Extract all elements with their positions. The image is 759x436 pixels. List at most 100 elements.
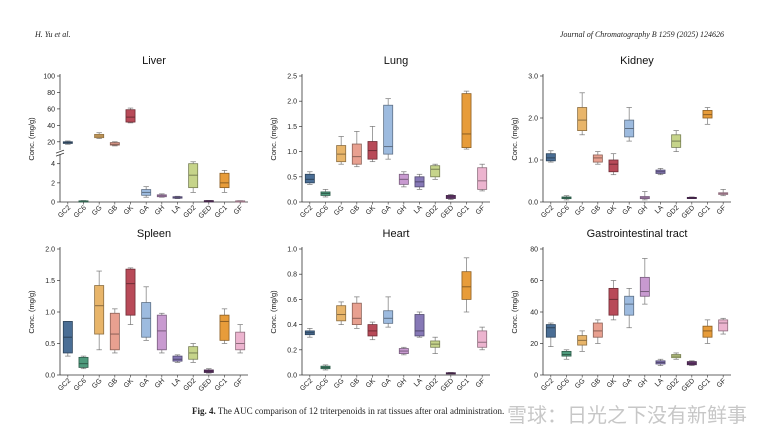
box-la bbox=[655, 358, 666, 366]
box-gh bbox=[398, 171, 409, 188]
x-tick-label: GC1 bbox=[214, 377, 229, 392]
chart-gi-tract: Gastrointestinal tract 0 20 40 60 80 Conc. (mg… bbox=[510, 228, 731, 393]
chart-title: Gastrointestinal tract bbox=[587, 228, 688, 240]
box-body bbox=[461, 93, 472, 148]
box-gg bbox=[577, 92, 588, 136]
box-gc6 bbox=[78, 355, 89, 370]
x-tick-label: GC6 bbox=[556, 377, 571, 392]
x-tick-label: LA bbox=[654, 204, 665, 215]
x-tick-label: GC1 bbox=[697, 204, 712, 219]
box-body bbox=[78, 356, 89, 368]
box-gh bbox=[639, 191, 650, 201]
y-tick-label: 1.5 bbox=[287, 124, 297, 131]
box-gc2 bbox=[304, 171, 315, 185]
axis-break-mark bbox=[55, 149, 65, 154]
y-tick-label: 0.4 bbox=[287, 322, 297, 329]
box-gh bbox=[639, 258, 650, 305]
x-tick-label: GED bbox=[681, 377, 697, 393]
box-body bbox=[141, 302, 152, 338]
box-body bbox=[109, 312, 120, 351]
axis-break-gap bbox=[57, 150, 63, 155]
x-tick-label: GK bbox=[123, 377, 135, 389]
box-ged bbox=[445, 372, 456, 375]
y-axis-label: Conc. (mg/g) bbox=[269, 290, 278, 334]
y-axis-label: Conc. (mg/g) bbox=[510, 117, 519, 161]
box-gc2 bbox=[62, 140, 73, 145]
box-gf bbox=[718, 189, 729, 197]
y-axis-label: Conc. (mg/g) bbox=[27, 117, 36, 161]
x-tick-label: GD2 bbox=[182, 377, 197, 392]
box-body bbox=[639, 276, 650, 297]
y-tick-label: 0.0 bbox=[287, 200, 297, 207]
x-tick-label: GK bbox=[606, 204, 618, 216]
x-tick-label: GB bbox=[590, 204, 602, 216]
y-axis-label: Conc. (mg/g) bbox=[510, 290, 519, 334]
box-gc1 bbox=[219, 170, 230, 193]
x-tick-label: GB bbox=[349, 377, 361, 389]
x-tick-label: GG bbox=[574, 204, 587, 217]
chart-title: Liver bbox=[142, 55, 166, 67]
box-body bbox=[561, 350, 572, 357]
x-tick-label: GF bbox=[475, 204, 487, 216]
x-tick-label: GF bbox=[233, 204, 245, 216]
y-tick-label: 40 bbox=[47, 123, 55, 130]
box-body bbox=[235, 331, 246, 351]
box-body bbox=[304, 173, 315, 184]
x-tick-label: GD2 bbox=[424, 377, 439, 392]
box-body bbox=[156, 314, 167, 351]
box-gk bbox=[125, 267, 136, 325]
x-tick-label: GD2 bbox=[424, 204, 439, 219]
box-gc6 bbox=[320, 189, 331, 198]
x-tick-label: GH bbox=[637, 204, 649, 216]
box-ga bbox=[624, 288, 635, 329]
box-ga bbox=[383, 296, 394, 328]
box-gc1 bbox=[461, 257, 472, 313]
x-tick-label: GA bbox=[138, 377, 150, 389]
x-tick-label: GH bbox=[154, 377, 166, 389]
box-gc6 bbox=[78, 200, 89, 203]
figure-label: Fig. 4. bbox=[192, 406, 216, 416]
y-tick-label: 20 bbox=[530, 341, 538, 348]
box-body bbox=[592, 322, 603, 338]
y-axis-label: Conc. (mg/g) bbox=[269, 117, 278, 161]
box-gf bbox=[235, 324, 246, 354]
x-tick-label: LA bbox=[413, 204, 424, 215]
box-body bbox=[477, 167, 488, 190]
box-gk bbox=[367, 126, 378, 163]
box-body bbox=[336, 145, 347, 163]
box-gc1 bbox=[461, 90, 472, 150]
x-tick-label: LA bbox=[413, 377, 424, 388]
x-tick-label: LA bbox=[171, 204, 182, 215]
box-body bbox=[577, 107, 588, 132]
box-la bbox=[172, 195, 183, 199]
x-tick-label: GD2 bbox=[665, 377, 680, 392]
box-body bbox=[430, 165, 441, 178]
x-tick-label: GC2 bbox=[299, 377, 314, 392]
box-gh bbox=[398, 346, 409, 356]
x-tick-label: GA bbox=[621, 204, 633, 216]
x-tick-label: GK bbox=[365, 377, 377, 389]
box-gh bbox=[156, 312, 167, 354]
box-body bbox=[383, 310, 394, 324]
box-gc2 bbox=[62, 321, 73, 357]
box-ga bbox=[383, 98, 394, 160]
box-gd2 bbox=[671, 130, 682, 152]
box-gb bbox=[351, 296, 362, 329]
figure-caption: Fig. 4. The AUC comparison of 12 triterp… bbox=[192, 406, 504, 416]
x-tick-label: GC2 bbox=[540, 377, 555, 392]
box-gc6 bbox=[320, 364, 331, 371]
box-body bbox=[608, 287, 619, 316]
box-ga bbox=[141, 286, 152, 341]
x-tick-label: GF bbox=[716, 204, 728, 216]
x-tick-label: GED bbox=[440, 204, 456, 220]
box-body bbox=[351, 302, 362, 326]
x-tick-label: GB bbox=[349, 204, 361, 216]
x-tick-label: GG bbox=[574, 377, 587, 390]
box-gc6 bbox=[561, 349, 572, 360]
box-gb bbox=[351, 131, 362, 168]
box-gk bbox=[608, 153, 619, 176]
y-axis-label: Conc. (mg/g) bbox=[27, 290, 36, 334]
box-ged bbox=[686, 196, 697, 199]
